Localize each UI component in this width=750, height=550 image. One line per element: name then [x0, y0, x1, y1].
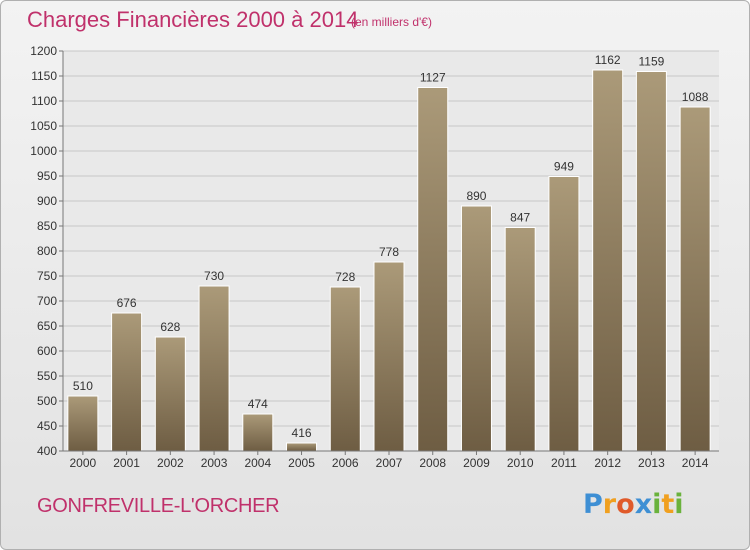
chart-subtitle: (en milliers d'€): [351, 15, 432, 29]
data-label: 949: [554, 160, 574, 174]
y-tick-label: 1000: [30, 144, 57, 158]
bar: [242, 413, 274, 452]
y-tick-label: 500: [37, 394, 57, 408]
data-label: 1162: [595, 53, 621, 67]
y-tick-label: 450: [37, 419, 57, 433]
y-tick-label: 1150: [31, 69, 57, 83]
data-label: 847: [510, 211, 530, 225]
bar: [460, 205, 492, 452]
x-tick-label: 2010: [507, 456, 534, 470]
data-label: 1159: [638, 55, 664, 69]
y-tick-label: 400: [37, 444, 57, 458]
y-tick-label: 1050: [30, 119, 57, 133]
data-label: 416: [292, 426, 312, 440]
bar: [373, 261, 405, 452]
bar: [504, 227, 536, 452]
x-tick-label: 2007: [376, 456, 403, 470]
x-tick-label: 2003: [201, 456, 228, 470]
y-tick-label: 1100: [31, 94, 57, 108]
data-label: 628: [160, 320, 180, 334]
data-label: 676: [117, 296, 137, 310]
y-tick-label: 650: [37, 319, 57, 333]
bar: [111, 312, 143, 452]
x-tick-label: 2011: [551, 456, 577, 470]
x-tick-label: 2013: [638, 456, 665, 470]
town-name: GONFREVILLE-L'ORCHER: [37, 495, 280, 517]
data-label: 728: [335, 270, 355, 284]
x-tick-label: 2000: [70, 456, 97, 470]
data-label: 778: [379, 245, 399, 259]
y-tick-label: 700: [37, 294, 57, 308]
x-tick-label: 2008: [419, 456, 446, 470]
bar: [635, 71, 667, 452]
bar: [679, 106, 711, 452]
y-tick-label: 750: [37, 269, 57, 283]
chart-title: Charges Financières 2000 à 2014: [27, 7, 359, 32]
data-label: 730: [204, 269, 224, 283]
y-tick-label: 850: [37, 219, 57, 233]
y-tick-label: 800: [37, 244, 57, 258]
y-tick-label: 900: [37, 194, 57, 208]
y-tick-label: 550: [37, 369, 57, 383]
bar: [417, 87, 449, 452]
data-label: 890: [466, 189, 486, 203]
bar: [548, 176, 580, 452]
bar: [329, 286, 361, 452]
x-tick-label: 2001: [113, 456, 140, 470]
data-label: 510: [73, 379, 93, 393]
x-tick-label: 2002: [157, 456, 184, 470]
y-tick-label: 600: [37, 344, 57, 358]
y-tick-label: 950: [37, 169, 57, 183]
y-tick-label: 1200: [30, 44, 57, 58]
data-label: 1088: [682, 90, 709, 104]
bar: [592, 69, 624, 452]
proxiti-logo[interactable]: Proxiti: [583, 489, 684, 520]
bar: [286, 442, 318, 452]
data-label: 474: [248, 397, 268, 411]
x-tick-label: 2004: [244, 456, 271, 470]
x-tick-label: 2005: [288, 456, 315, 470]
x-tick-label: 2014: [682, 456, 709, 470]
bar: [154, 336, 186, 452]
x-tick-label: 2012: [594, 456, 621, 470]
x-tick-label: 2009: [463, 456, 490, 470]
bar: [198, 285, 230, 452]
x-tick-label: 2006: [332, 456, 359, 470]
bar: [67, 395, 99, 452]
data-label: 1127: [420, 71, 446, 85]
